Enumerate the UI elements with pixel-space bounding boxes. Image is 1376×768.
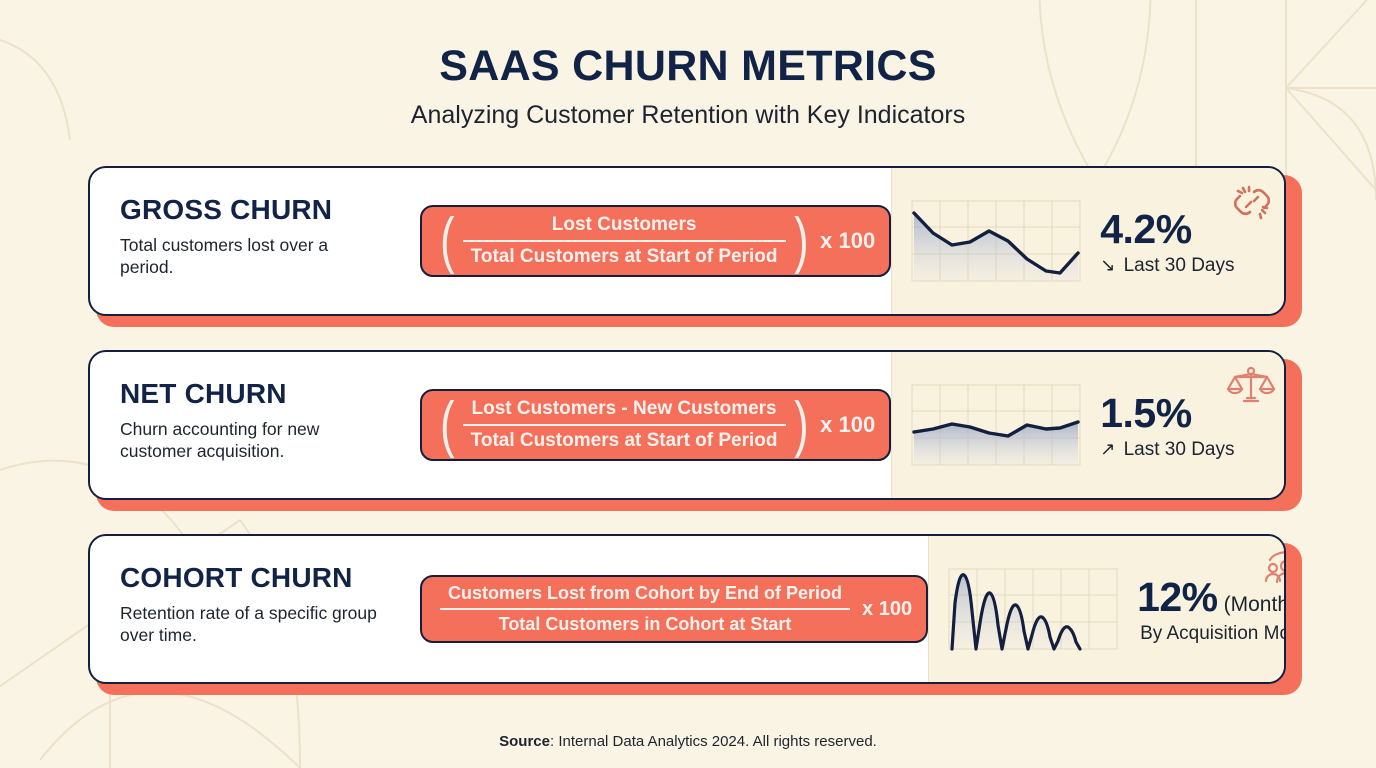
- formula-denominator: Total Customers at Start of Period: [470, 430, 778, 451]
- formula-multiplier: x 100: [862, 597, 913, 620]
- formula-multiplier: x 100: [820, 228, 876, 253]
- stat-label: Last 30 Days: [1123, 438, 1235, 460]
- metric-card-gross-churn[interactable]: GROSS CHURN Total customers lost over a …: [88, 166, 1302, 327]
- page-subtitle: Analyzing Customer Retention with Key In…: [410, 101, 966, 130]
- metric-description: Total customers lost over a period.: [120, 235, 329, 277]
- broken-link-icon: [1234, 185, 1271, 220]
- stat-label-row: ↗ Last 30 Days: [1100, 439, 1234, 461]
- footer-source-label: Source: [499, 733, 550, 750]
- footer: Source: Internal Data Analytics 2024. Al…: [0, 733, 1376, 750]
- formula-badge: Customers Lost from Cohort by End of Per…: [420, 575, 929, 643]
- sparkline-chart-gross-churn: [911, 200, 1081, 282]
- customer-group-clock-icon: [1264, 551, 1284, 584]
- formula-numerator: Customers Lost from Cohort by End of Per…: [448, 583, 843, 603]
- formula-multiplier: x 100: [820, 412, 876, 437]
- stat-label: Last 30 Days: [1123, 254, 1235, 276]
- stat-label-row: By Acquisition Month: [1137, 622, 1284, 645]
- formula-denominator: Total Customers in Cohort at Start: [498, 614, 792, 634]
- fraction-bar: [462, 424, 786, 426]
- card-stat-panel: 12% (Month 6) By Acquisition Month: [928, 536, 1286, 682]
- metric-title: COHORT CHURN: [120, 562, 353, 593]
- formula-denominator: Total Customers at Start of Period: [470, 246, 778, 267]
- fraction: Lost Customers Total Customers at Start …: [459, 214, 790, 268]
- metric-description: Retention rate of a specific group over …: [120, 603, 377, 645]
- sparkline-chart-cohort-churn: [948, 568, 1118, 651]
- card-stat-panel: 4.2% ↘ Last 30 Days: [891, 168, 1284, 314]
- balance-scales-icon: [1227, 366, 1276, 403]
- fraction-bar: [440, 608, 851, 610]
- formula-numerator: Lost Customers - New Customers: [471, 398, 777, 419]
- card-formula-column: Customers Lost from Cohort by End of Per…: [420, 536, 929, 682]
- metric-card-net-churn[interactable]: NET CHURN Churn accounting for new custo…: [88, 350, 1302, 511]
- page-title: SAAS CHURN METRICS: [439, 42, 937, 90]
- card-text-column: COHORT CHURN Retention rate of a specifi…: [90, 536, 420, 682]
- formula-numerator: Lost Customers: [551, 214, 697, 235]
- stat-block: 4.2% ↘ Last 30 Days: [1100, 206, 1234, 277]
- metric-card-cohort-churn[interactable]: COHORT CHURN Retention rate of a specifi…: [88, 534, 1302, 695]
- stat-block: 1.5% ↗ Last 30 Days: [1100, 390, 1234, 461]
- metric-description: Churn accounting for new customer acquis…: [120, 419, 320, 461]
- metric-title: NET CHURN: [120, 378, 287, 409]
- card-formula-column: ( Lost Customers Total Customers at Star…: [420, 168, 892, 314]
- stat-value: 12%: [1137, 573, 1218, 620]
- fraction: Customers Lost from Cohort by End of Per…: [436, 583, 854, 635]
- fraction: Lost Customers - New Customers Total Cus…: [459, 398, 790, 452]
- stat-value: 4.2%: [1100, 205, 1192, 252]
- metric-title: GROSS CHURN: [120, 194, 333, 225]
- formula-badge: ( Lost Customers - New Customers Total C…: [420, 389, 892, 461]
- card-formula-column: ( Lost Customers - New Customers Total C…: [420, 352, 892, 498]
- card-text-column: NET CHURN Churn accounting for new custo…: [90, 352, 420, 498]
- trend-arrow-icon: ↘: [1100, 254, 1116, 275]
- footer-source-text: : Internal Data Analytics 2024. All righ…: [550, 733, 877, 750]
- trend-arrow-icon: ↗: [1100, 438, 1116, 459]
- card-text-column: GROSS CHURN Total customers lost over a …: [90, 168, 420, 314]
- sparkline-chart-net-churn: [911, 384, 1081, 466]
- stat-block: 12% (Month 6) By Acquisition Month: [1137, 573, 1286, 645]
- stat-value: 1.5%: [1100, 389, 1192, 436]
- formula-badge: ( Lost Customers Total Customers at Star…: [420, 205, 892, 277]
- fraction-bar: [462, 240, 786, 242]
- stat-label-row: ↘ Last 30 Days: [1100, 255, 1234, 277]
- header: SAAS CHURN METRICS Analyzing Customer Re…: [0, 42, 1376, 130]
- card-stat-panel: 1.5% ↗ Last 30 Days: [891, 352, 1284, 498]
- stat-suffix: (Month 6): [1223, 592, 1286, 616]
- stat-label: By Acquisition Month: [1140, 622, 1284, 644]
